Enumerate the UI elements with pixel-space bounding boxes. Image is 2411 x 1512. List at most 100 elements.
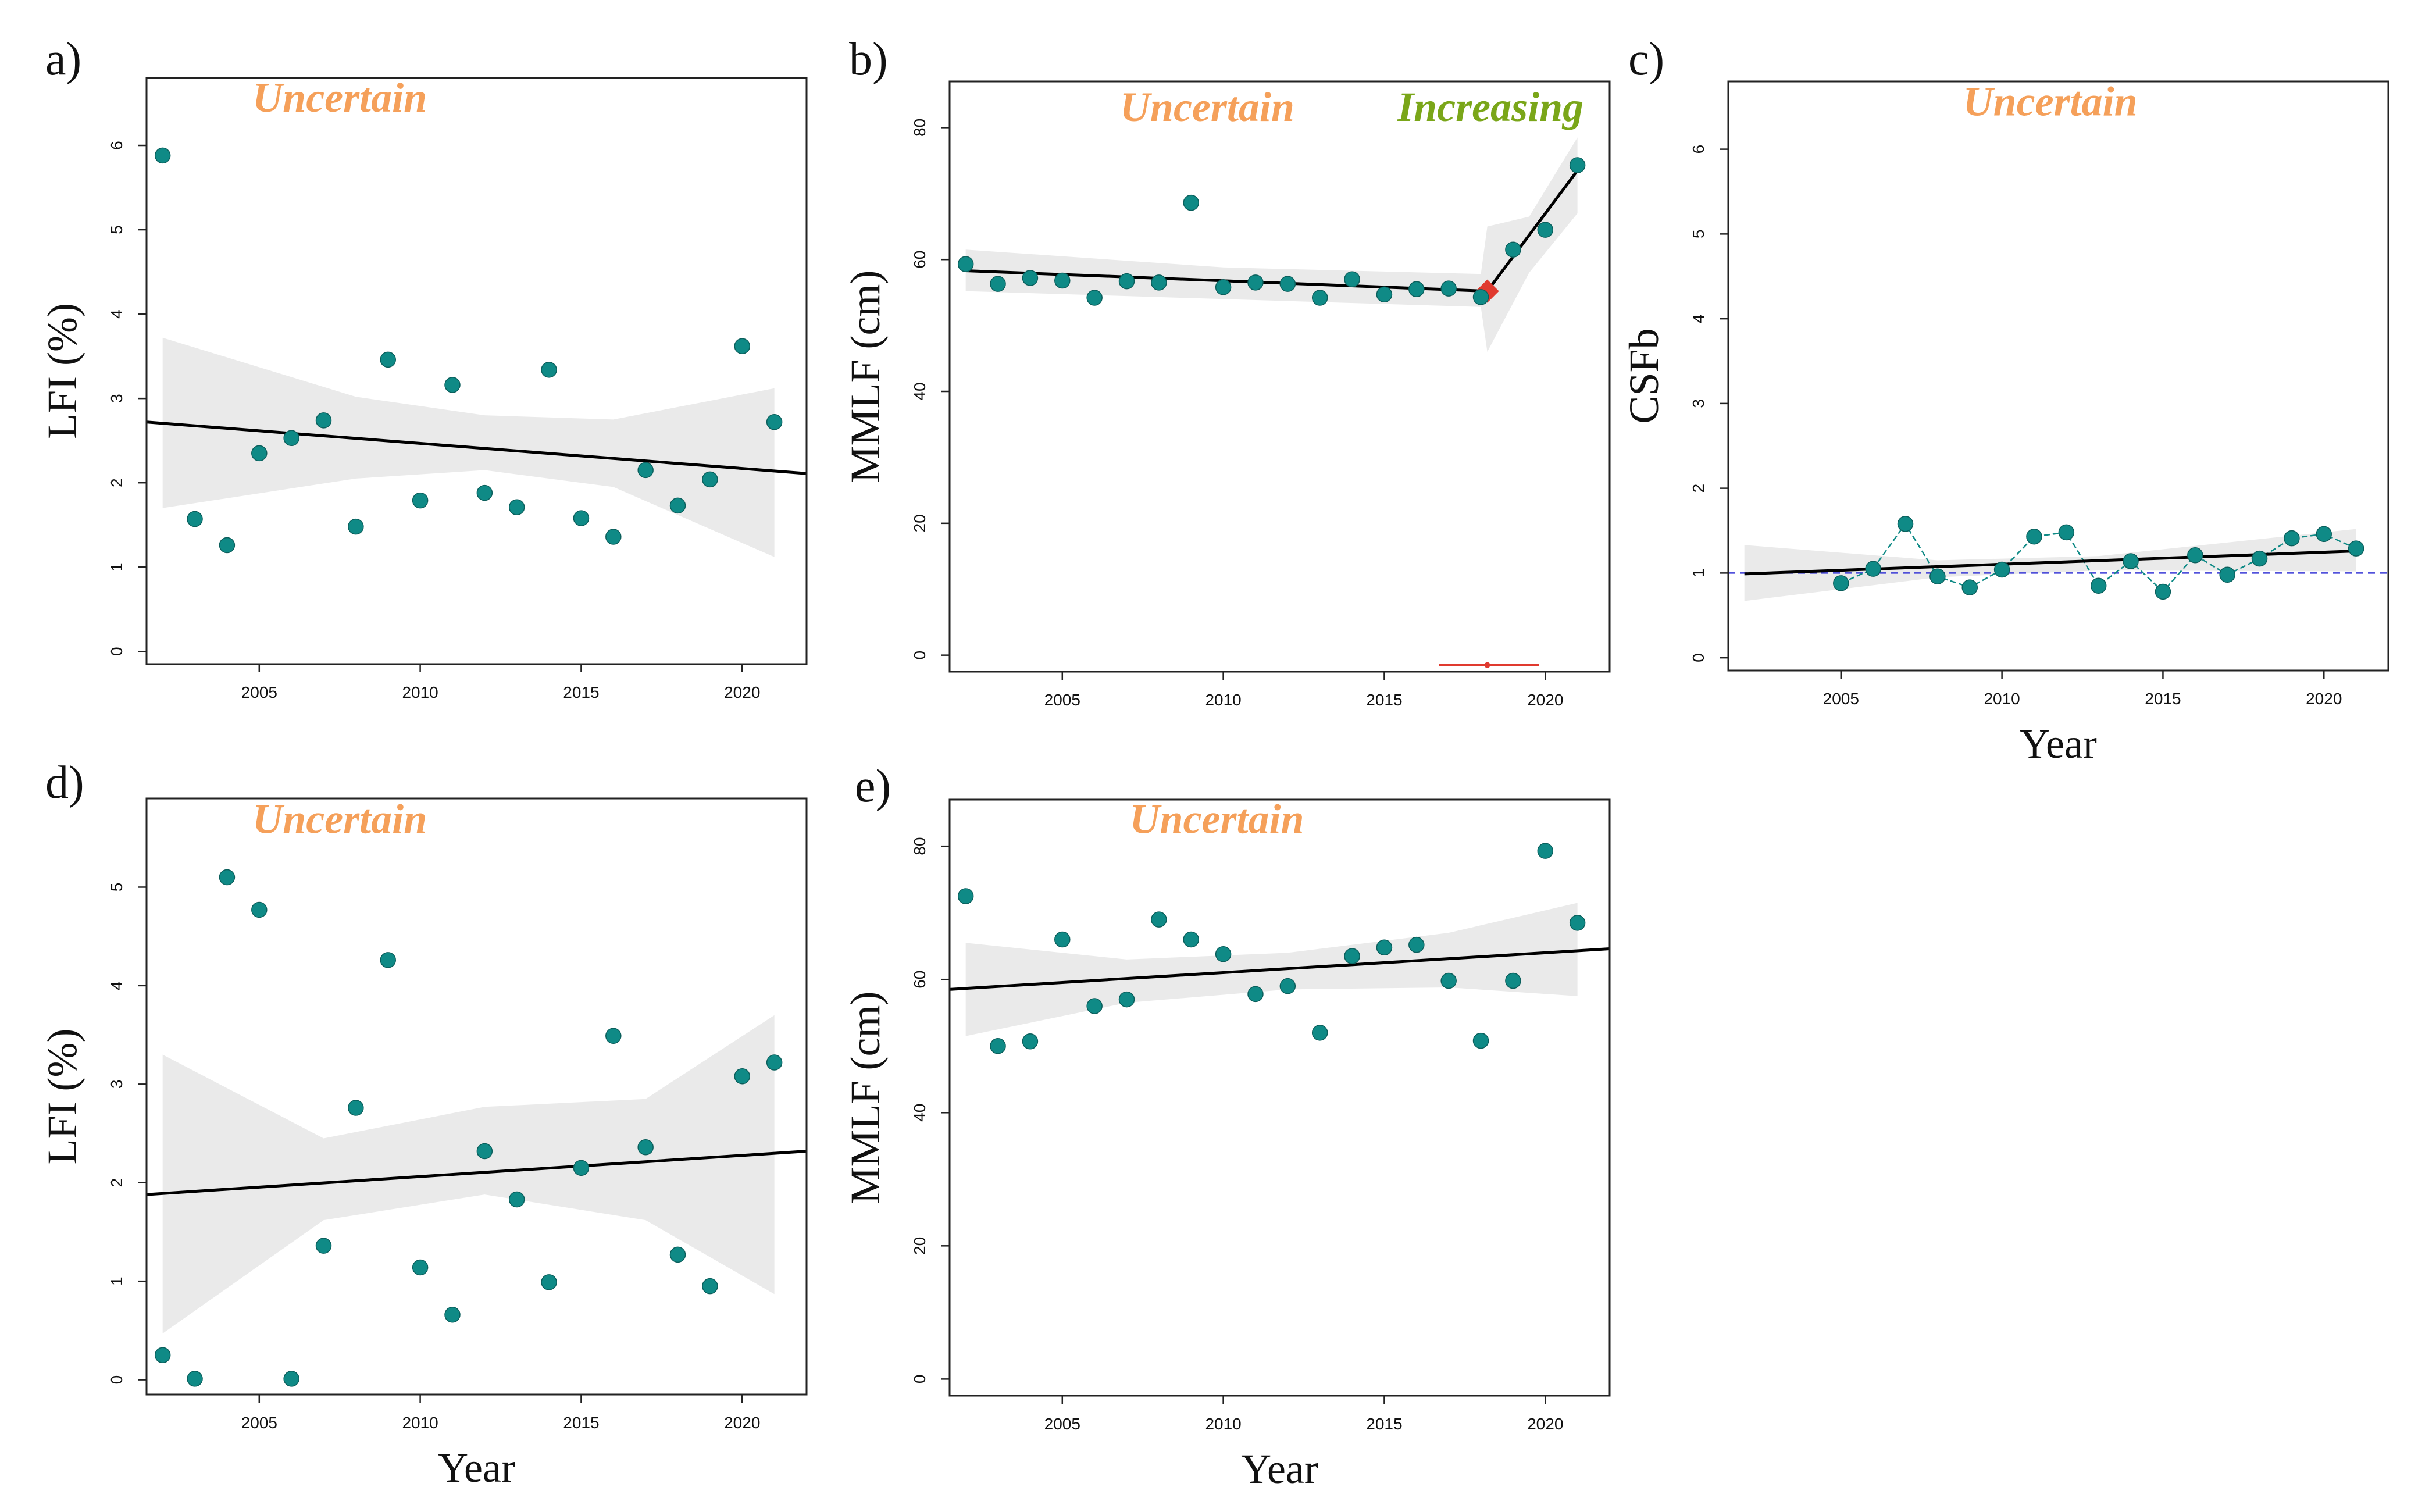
breakpoint-marker bbox=[1475, 279, 1499, 303]
trend-annotation-c-0: Uncertain bbox=[1963, 78, 2138, 124]
confidence-band-c bbox=[1744, 529, 2356, 601]
plot-frame-a bbox=[145, 77, 808, 665]
data-point-d-2005 bbox=[251, 901, 268, 918]
data-point-d-2011 bbox=[444, 1307, 461, 1323]
y-tick-label-a-0: 0 bbox=[108, 647, 126, 656]
y-tick-label-c-6: 6 bbox=[1689, 145, 1707, 154]
data-point-d-2003 bbox=[187, 1371, 203, 1387]
data-point-e-2016 bbox=[1408, 936, 1425, 953]
data-point-e-2014 bbox=[1344, 948, 1360, 964]
y-tick-label-a-6: 6 bbox=[108, 141, 126, 150]
data-point-b-2004 bbox=[1022, 270, 1039, 286]
x-tick-label-a-2015: 2015 bbox=[563, 683, 599, 701]
y-tick-label-c-3: 3 bbox=[1689, 399, 1707, 408]
data-point-b-2002 bbox=[957, 256, 974, 272]
y-tick-label-a-2: 2 bbox=[108, 478, 126, 487]
panel-letter-c: c) bbox=[1628, 34, 1664, 85]
panel-c: 2005 2010 2015 2020 0 1 2 3 4 5 6 c) CSFb Year Uncerta… bbox=[1621, 34, 2389, 767]
data-point-d-2007 bbox=[315, 1238, 332, 1254]
data-point-a-2004 bbox=[219, 537, 236, 554]
data-point-e-2010 bbox=[1215, 946, 1232, 962]
panel-letter-a: a) bbox=[45, 34, 81, 85]
y-tick-label-a-4: 4 bbox=[108, 309, 126, 319]
data-point-b-2015 bbox=[1376, 286, 1393, 303]
data-point-e-2012 bbox=[1279, 978, 1296, 994]
data-point-e-2003 bbox=[990, 1037, 1006, 1054]
data-point-e-2013 bbox=[1311, 1025, 1328, 1041]
data-point-c-2017 bbox=[2219, 566, 2235, 583]
data-point-a-2008 bbox=[348, 518, 364, 535]
data-point-e-2020 bbox=[1537, 843, 1554, 859]
x-tick-label-c-2020: 2020 bbox=[2306, 690, 2342, 708]
y-tick-label-d-1: 1 bbox=[108, 1276, 126, 1286]
y-tick-label-d-3: 3 bbox=[108, 1080, 126, 1089]
data-point-b-2011 bbox=[1247, 274, 1264, 291]
series-line-c bbox=[1841, 522, 2357, 593]
trend-annotation-d-0: Uncertain bbox=[252, 796, 427, 842]
data-point-c-2020 bbox=[2316, 526, 2332, 543]
y-tick-label-b-60: 60 bbox=[911, 251, 929, 269]
data-point-a-2002 bbox=[154, 147, 171, 164]
data-point-d-2004 bbox=[219, 869, 236, 886]
data-point-a-2019 bbox=[702, 471, 718, 488]
y-tick-label-d-4: 4 bbox=[108, 981, 126, 990]
plot-frame-c bbox=[1727, 80, 2389, 672]
x-tick-label-c-2005: 2005 bbox=[1823, 690, 1859, 708]
data-point-b-2016 bbox=[1408, 281, 1425, 297]
y-tick-label-d-2: 2 bbox=[108, 1178, 126, 1188]
plot-frame-b bbox=[948, 80, 1611, 673]
y-tick-label-a-3: 3 bbox=[108, 394, 126, 403]
x-tick-label-a-2020: 2020 bbox=[724, 683, 760, 701]
x-axis-label-d: Year bbox=[438, 1445, 515, 1491]
trend-line-e bbox=[949, 947, 1610, 991]
x-tick-label-b-2015: 2015 bbox=[1366, 691, 1402, 709]
trend-annotation-b-0: Uncertain bbox=[1120, 84, 1294, 130]
data-point-e-2015 bbox=[1376, 939, 1393, 955]
y-tick-label-c-4: 4 bbox=[1689, 314, 1707, 323]
data-point-e-2007 bbox=[1118, 991, 1135, 1008]
y-tick-label-b-0: 0 bbox=[911, 651, 929, 660]
trend-annotation-b-1: Increasing bbox=[1397, 84, 1583, 130]
data-point-a-2015 bbox=[573, 510, 590, 526]
y-tick-label-e-60: 60 bbox=[911, 971, 929, 989]
data-point-b-2020 bbox=[1537, 222, 1554, 238]
data-point-b-2017 bbox=[1440, 280, 1457, 297]
data-point-e-2017 bbox=[1440, 972, 1457, 989]
data-point-d-2010 bbox=[412, 1259, 429, 1276]
plot-frame-e bbox=[948, 798, 1611, 1397]
x-tick-label-a-2010: 2010 bbox=[402, 683, 438, 701]
data-point-c-2005 bbox=[1833, 575, 1849, 591]
breakpoint-ci-center bbox=[1484, 662, 1490, 668]
data-point-a-2012 bbox=[476, 484, 493, 501]
data-point-d-2019 bbox=[702, 1278, 718, 1295]
data-point-c-2013 bbox=[2090, 577, 2107, 594]
panel-letter-b: b) bbox=[849, 34, 888, 85]
data-point-d-2006 bbox=[283, 1371, 299, 1387]
y-axis-label-a: LFI (%) bbox=[39, 303, 85, 439]
y-tick-label-d-5: 5 bbox=[108, 883, 126, 892]
data-point-d-2013 bbox=[508, 1191, 525, 1208]
y-tick-label-b-20: 20 bbox=[911, 514, 929, 532]
plot-frame-d bbox=[145, 797, 808, 1396]
panel-letter-d: d) bbox=[45, 757, 84, 808]
data-point-c-2015 bbox=[2155, 583, 2171, 600]
panel-a: 2005 2010 2015 2020 0 1 2 3 4 5 6 a) LFI (%) Uncertai… bbox=[39, 34, 808, 701]
data-point-a-2013 bbox=[508, 499, 525, 515]
data-point-c-2021 bbox=[2348, 540, 2364, 557]
y-tick-label-e-20: 20 bbox=[911, 1237, 929, 1255]
x-tick-label-b-2010: 2010 bbox=[1205, 691, 1241, 709]
y-tick-label-e-0: 0 bbox=[911, 1375, 929, 1384]
data-point-d-2012 bbox=[476, 1143, 493, 1160]
x-tick-label-b-2020: 2020 bbox=[1527, 691, 1563, 709]
data-point-d-2018 bbox=[669, 1246, 686, 1263]
x-tick-label-d-2020: 2020 bbox=[724, 1414, 760, 1432]
data-point-c-2007 bbox=[1897, 516, 1914, 532]
data-point-b-2021 bbox=[1569, 157, 1586, 173]
data-point-b-2006 bbox=[1086, 290, 1103, 306]
data-point-e-2006 bbox=[1086, 998, 1103, 1014]
data-point-b-2013 bbox=[1311, 290, 1328, 306]
trend-line-a bbox=[146, 420, 807, 475]
data-point-b-2010 bbox=[1215, 279, 1232, 295]
x-tick-label-d-2005: 2005 bbox=[241, 1414, 277, 1432]
